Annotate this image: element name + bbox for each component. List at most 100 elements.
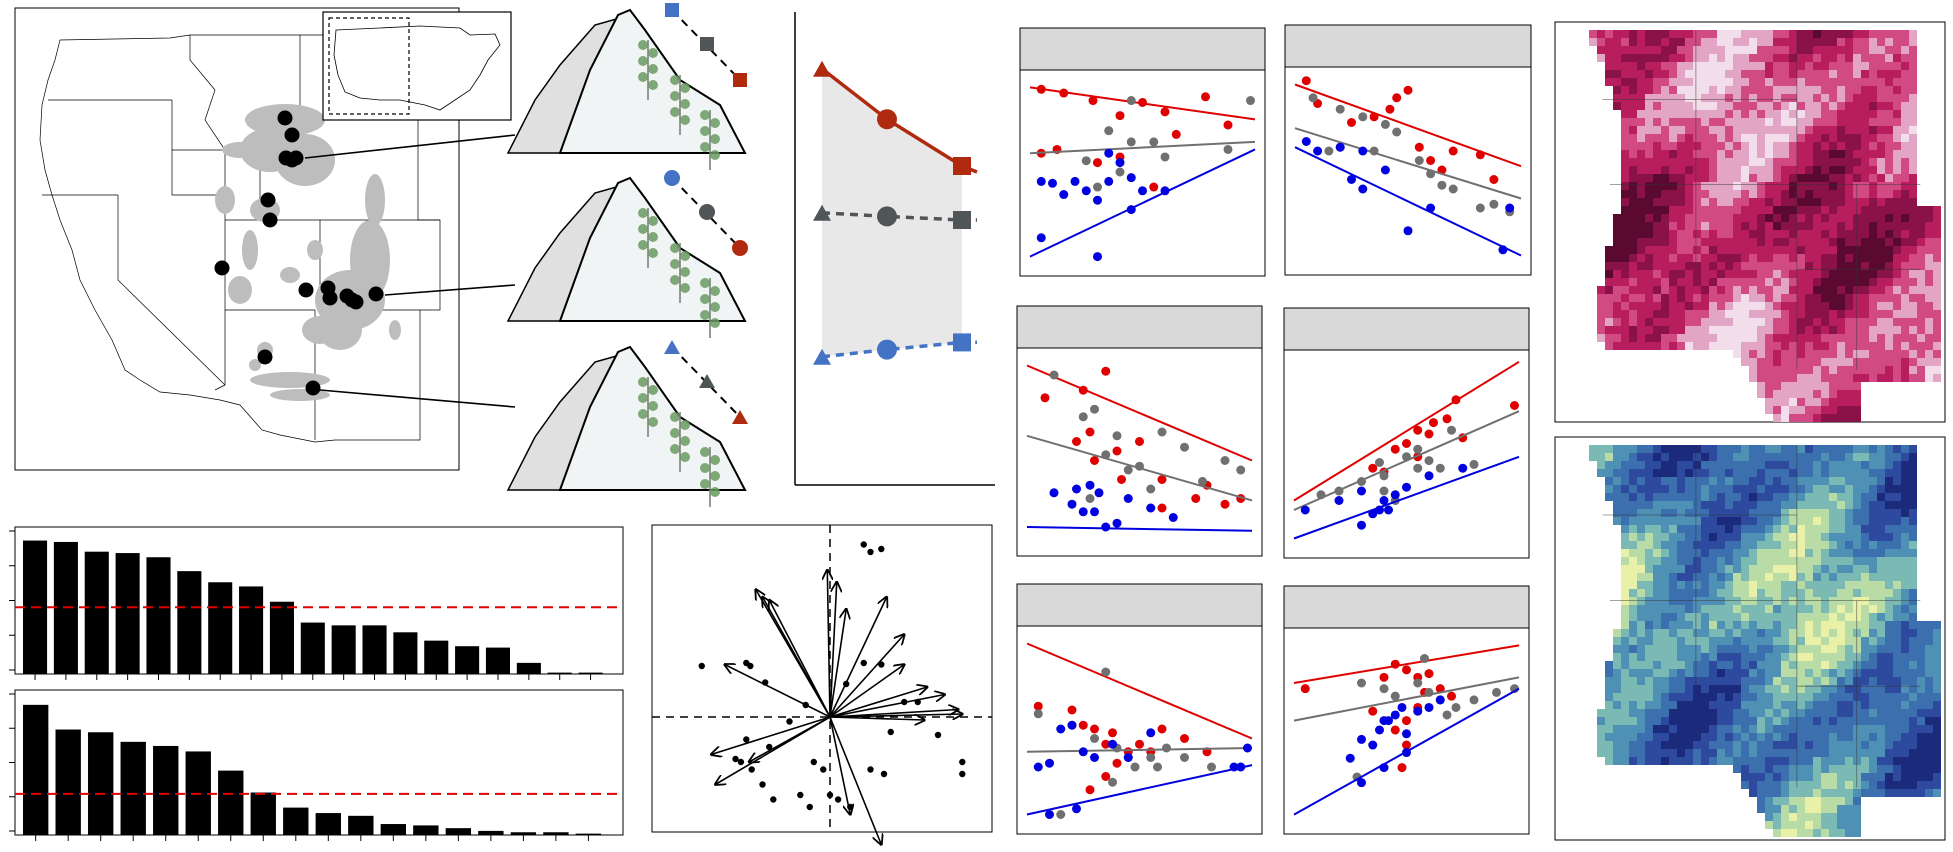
raster-cell xyxy=(1861,549,1869,557)
raster-cell xyxy=(1781,669,1789,677)
raster-cell xyxy=(1869,525,1877,533)
raster-cell xyxy=(1797,166,1805,174)
raster-cell xyxy=(1829,110,1837,118)
raster-cell xyxy=(1701,613,1709,621)
study-area-map xyxy=(14,7,516,471)
raster-cell xyxy=(1701,78,1709,86)
raster-cell xyxy=(1701,302,1709,310)
raster-cell xyxy=(1757,54,1765,62)
raster-cell xyxy=(1797,501,1805,509)
raster-cell xyxy=(1789,30,1797,38)
raster-cell xyxy=(1845,605,1853,613)
raster-cell xyxy=(1805,805,1813,813)
raster-cell xyxy=(1797,485,1805,493)
raster-cell xyxy=(1709,541,1717,549)
raster-cell xyxy=(1885,749,1893,757)
raster-cell xyxy=(1661,573,1669,581)
gray-point xyxy=(1475,203,1485,213)
raster-cell xyxy=(1661,685,1669,693)
raster-cell xyxy=(1813,358,1821,366)
raster-cell xyxy=(1773,821,1781,829)
raster-cell xyxy=(1677,653,1685,661)
raster-cell xyxy=(1709,565,1717,573)
raster-cell xyxy=(1861,342,1869,350)
raster-cell xyxy=(1773,318,1781,326)
raster-cell xyxy=(1853,813,1861,821)
raster-cell xyxy=(1741,469,1749,477)
raster-cell xyxy=(1765,501,1773,509)
raster-cell xyxy=(1645,94,1653,102)
gray-point xyxy=(1316,490,1326,500)
raster-cell xyxy=(1821,789,1829,797)
raster-cell xyxy=(1741,765,1749,773)
raster-cell xyxy=(1917,749,1925,757)
raster-cell xyxy=(1725,757,1733,765)
raster-cell xyxy=(1725,445,1733,453)
raster-cell xyxy=(1829,821,1837,829)
raster-cell xyxy=(1821,805,1829,813)
raster-cell xyxy=(1765,461,1773,469)
raster-cell xyxy=(1861,278,1869,286)
raster-cell xyxy=(1629,589,1637,597)
raster-cell xyxy=(1893,741,1901,749)
red-point xyxy=(1448,146,1458,156)
raster-cell xyxy=(1797,350,1805,358)
raster-cell xyxy=(1869,350,1877,358)
raster-cell xyxy=(1629,701,1637,709)
raster-cell xyxy=(1781,374,1789,382)
raster-cell xyxy=(1901,541,1909,549)
raster-cell xyxy=(1829,501,1837,509)
raster-cell xyxy=(1693,613,1701,621)
raster-cell xyxy=(1733,238,1741,246)
red-point xyxy=(1157,503,1167,513)
raster-cell xyxy=(1797,797,1805,805)
raster-cell xyxy=(1629,733,1637,741)
raster-cell xyxy=(1781,318,1789,326)
raster-cell xyxy=(1621,30,1629,38)
raster-cell xyxy=(1621,318,1629,326)
raster-cell xyxy=(1605,693,1613,701)
raster-cell xyxy=(1909,661,1917,669)
raster-cell xyxy=(1821,30,1829,38)
raster-cell xyxy=(1717,493,1725,501)
raster-cell xyxy=(1805,477,1813,485)
raster-cell xyxy=(1757,30,1765,38)
raster-cell xyxy=(1741,46,1749,54)
raster-cell xyxy=(1685,182,1693,190)
raster-cell xyxy=(1813,789,1821,797)
raster-cell xyxy=(1893,597,1901,605)
raster-cell xyxy=(1869,222,1877,230)
raster-cell xyxy=(1757,62,1765,70)
raster-cell xyxy=(1821,54,1829,62)
raster-cell xyxy=(1829,669,1837,677)
raster-cell xyxy=(1653,214,1661,222)
raster-cell xyxy=(1813,813,1821,821)
triangle-marker xyxy=(813,204,831,221)
raster-cell xyxy=(1781,813,1789,821)
raster-cell xyxy=(1693,302,1701,310)
raster-cell xyxy=(1637,725,1645,733)
raster-cell xyxy=(1797,805,1805,813)
raster-cell xyxy=(1829,358,1837,366)
raster-cell xyxy=(1661,485,1669,493)
raster-cell xyxy=(1837,693,1845,701)
raster-cell xyxy=(1749,126,1757,134)
raster-cell xyxy=(1909,605,1917,613)
raster-cell xyxy=(1669,549,1677,557)
gray-point xyxy=(1085,494,1095,503)
raster-cell xyxy=(1837,54,1845,62)
raster-cell xyxy=(1829,605,1837,613)
loading-arrow xyxy=(829,582,837,718)
raster-cell xyxy=(1629,198,1637,206)
raster-cell xyxy=(1909,78,1917,86)
raster-cell xyxy=(1645,70,1653,78)
raster-cell xyxy=(1773,765,1781,773)
raster-cell xyxy=(1797,294,1805,302)
blue-point xyxy=(1368,509,1378,519)
raster-cell xyxy=(1901,126,1909,134)
raster-cell xyxy=(1733,525,1741,533)
raster-cell xyxy=(1677,661,1685,669)
raster-cell xyxy=(1701,501,1709,509)
raster-cell xyxy=(1621,573,1629,581)
raster-cell xyxy=(1765,557,1773,565)
